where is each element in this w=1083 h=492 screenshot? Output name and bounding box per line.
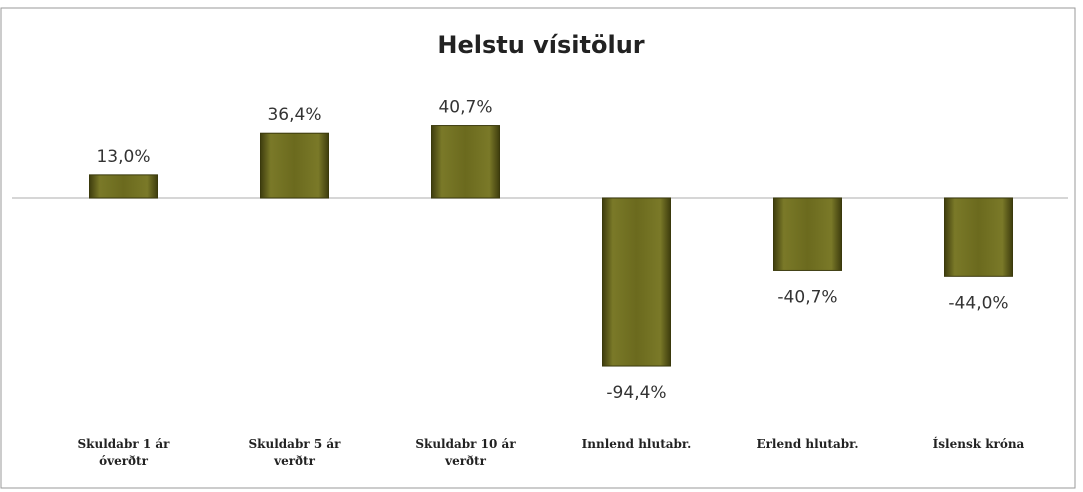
bar bbox=[431, 125, 500, 199]
data-label: 40,7% bbox=[438, 98, 492, 118]
data-label: -94,4% bbox=[606, 383, 666, 403]
bar bbox=[602, 197, 671, 367]
bar bbox=[773, 197, 842, 271]
chart-border bbox=[0, 7, 1076, 489]
bar bbox=[260, 132, 329, 199]
data-label: 36,4% bbox=[267, 105, 321, 125]
x-tick-label: Innlend hlutabr. bbox=[581, 437, 692, 451]
x-tick-label: Skuldabr 5 ár verðtr bbox=[248, 437, 341, 468]
x-tick-label: Erlend hlutabr. bbox=[756, 437, 859, 451]
x-tick-label: Íslensk króna bbox=[932, 437, 1025, 451]
chart-title: Helstu vísitölur bbox=[437, 31, 644, 59]
data-label: -44,0% bbox=[948, 293, 1008, 313]
x-tick-label: Skuldabr 10 ár verðtr bbox=[415, 437, 516, 468]
bar bbox=[89, 174, 158, 199]
data-label: -40,7% bbox=[777, 287, 837, 307]
bar bbox=[944, 197, 1013, 277]
data-label: 13,0% bbox=[96, 147, 150, 167]
x-tick-label: Skuldabr 1 ár óverðtr bbox=[77, 437, 170, 468]
